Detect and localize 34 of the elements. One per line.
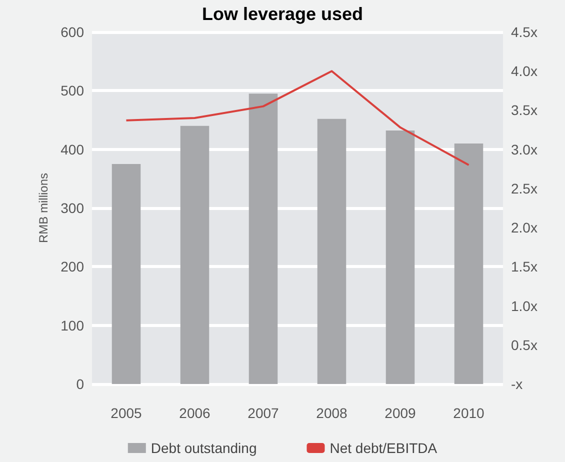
bar (317, 118, 346, 384)
legend-label: Net debt/EBITDA (330, 440, 438, 456)
bar (454, 143, 484, 384)
bar (180, 126, 210, 384)
x-tick-label: 2006 (179, 405, 211, 421)
y2-tick-label: 3.0x (511, 141, 538, 158)
x-tick-label: 2008 (316, 405, 348, 421)
y2-tick-label: 2.5x (511, 180, 538, 196)
y-tick-label: 100 (60, 317, 84, 334)
y-tick-label: 300 (60, 200, 84, 216)
bar (248, 94, 278, 384)
y2-tick-label: 0.5x (511, 336, 538, 353)
y-tick-label: 0 (76, 376, 84, 392)
y-tick-label: 500 (60, 82, 84, 99)
bar (386, 130, 415, 384)
y2-tick-label: -x (511, 376, 523, 392)
x-tick-label: 2010 (453, 405, 485, 421)
y2-tick-label: 1.0x (511, 298, 538, 314)
y2-tick-label: 2.0x (511, 220, 538, 236)
line-series (125, 70, 470, 166)
x-tick-label: 2005 (110, 405, 142, 421)
bar (112, 164, 141, 384)
y-tick-label: 600 (60, 24, 84, 40)
y-axis-title: RMB millions (36, 172, 51, 244)
chart-title: Low leverage used (202, 4, 364, 24)
y-tick-label: 400 (60, 141, 84, 158)
legend-label: Debt outstanding (150, 440, 257, 456)
y-tick-label: 200 (60, 258, 84, 275)
y2-tick-label: 4.0x (511, 63, 538, 80)
y2-tick-label: 3.5x (511, 102, 538, 118)
x-tick-label: 2007 (248, 405, 280, 421)
y2-tick-label: 4.5x (511, 24, 538, 40)
x-tick-label: 2009 (384, 405, 416, 421)
y2-tick-label: 1.5x (511, 258, 538, 275)
